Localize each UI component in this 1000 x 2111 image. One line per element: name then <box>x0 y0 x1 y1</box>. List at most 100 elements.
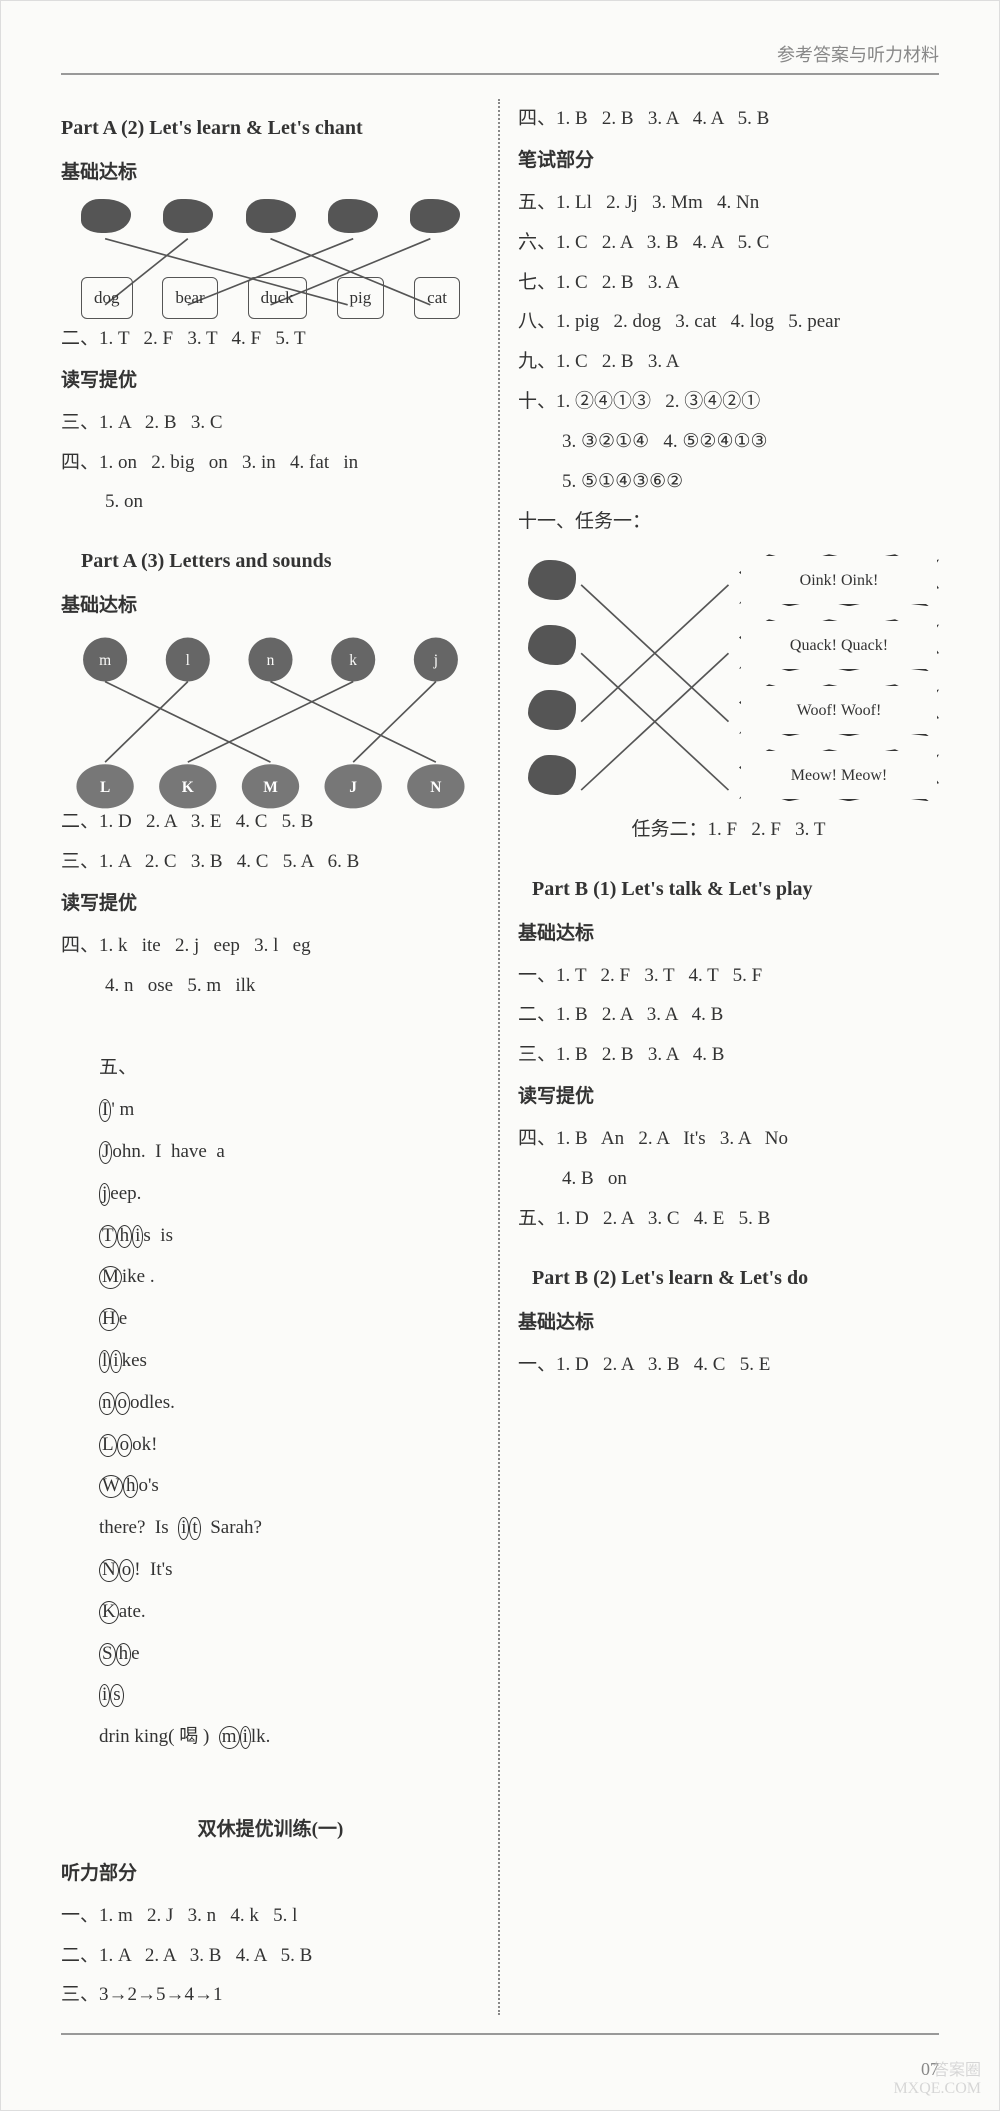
circled-letter: l <box>99 1350 110 1373</box>
answer-line: 四、1. B An 2. A It's 3. A No <box>518 1119 939 1159</box>
jichu-label: 基础达标 <box>61 586 480 626</box>
jichu-label: 基础达标 <box>518 914 939 954</box>
circled-letter: H <box>99 1308 119 1331</box>
answer-line: 四、1. k ite 2. j eep 3. l eg <box>61 926 480 966</box>
answer-line: 五、1. Ll 2. Jj 3. Mm 4. Nn <box>518 183 939 223</box>
circled-letter: s <box>110 1684 123 1707</box>
circled-letter: M <box>99 1266 122 1289</box>
answer-line: 八、1. pig 2. dog 3. cat 4. log 5. pear <box>518 302 939 342</box>
answer-line: 三、3→2→5→4→1 <box>61 1975 480 2015</box>
q5-label: 五、 <box>99 1057 137 1078</box>
answer-line: 4. B on <box>518 1159 939 1199</box>
animal-sound-diagram: Oink! Oink! Quack! Quack! Woof! Woof! Me… <box>518 548 939 808</box>
ls-top-letter: k <box>349 652 357 669</box>
circled-letter: L <box>99 1434 117 1457</box>
answer-line: 一、1. D 2. A 3. B 4. C 5. E <box>518 1345 939 1385</box>
sound-bubble: Quack! Quack! <box>739 619 939 671</box>
circled-letter: T <box>99 1225 117 1248</box>
answer-line: 二、1. A 2. A 3. B 4. A 5. B <box>61 1936 480 1976</box>
circled-letter: J <box>99 1141 112 1164</box>
circled-letter: i <box>99 1684 110 1707</box>
circled-letter: K <box>99 1601 119 1624</box>
watermark-cn: 答案圈 <box>893 2056 981 2080</box>
ls-top-letter: m <box>99 652 111 669</box>
answer-line: 五、1. D 2. A 3. C 4. E 5. B <box>518 1199 939 1239</box>
word-box: pig <box>337 277 385 319</box>
match-diagram-a2: dog bear duck pig cat <box>61 199 480 319</box>
part-b1-title: Part B (1) Let's talk & Let's play <box>518 868 939 910</box>
sound-bubble: Woof! Woof! <box>739 684 939 736</box>
answer-line: 七、1. C 2. B 3. A <box>518 263 939 303</box>
answer-line: 3. ③②①④ 4. ⑤②④①③ <box>518 422 939 462</box>
answer-line: 十、1. ②④①③ 2. ③④②① <box>518 382 939 422</box>
duxie-label: 读写提优 <box>518 1077 939 1117</box>
bishi-label: 笔试部分 <box>518 141 939 181</box>
sound-bubble: Meow! Meow! <box>739 749 939 801</box>
ls-bot-letter: J <box>349 779 357 796</box>
watermark: 答案圈 MXQE.COM <box>893 2056 981 2098</box>
duxie-label: 读写提优 <box>61 361 480 401</box>
sound-bubbles-col: Oink! Oink! Quack! Quack! Woof! Woof! Me… <box>739 548 939 808</box>
circled-letter: j <box>99 1183 110 1206</box>
circled-letter: N <box>99 1559 119 1582</box>
sound-bubble: Oink! Oink! <box>739 554 939 606</box>
match-bottom-row: dog bear duck pig cat <box>81 277 460 319</box>
part-b2-title: Part B (2) Let's learn & Let's do <box>518 1257 939 1299</box>
circled-letter: I <box>99 1099 111 1122</box>
shuangxiu-title: 双休提优训练(一) <box>61 1810 480 1850</box>
left-column: Part A (2) Let's learn & Let's chant 基础达… <box>61 99 500 2015</box>
ls-bot-letter: M <box>263 779 278 796</box>
answer-line: 一、1. m 2. J 3. n 4. k 5. l <box>61 1896 480 1936</box>
answer-line: 4. n ose 5. m ilk <box>61 966 480 1006</box>
circled-letter: h <box>116 1643 132 1666</box>
ls-top-letter: l <box>186 652 190 669</box>
ls-svg: m l n k j <box>61 632 480 819</box>
answer-line: 三、1. B 2. B 3. A 4. B <box>518 1035 939 1075</box>
right-column: 四、1. B 2. B 3. A 4. A 5. B 笔试部分 五、1. Ll … <box>500 99 939 2015</box>
answer-line: 三、1. A 2. C 3. B 4. C 5. A 6. B <box>61 842 480 882</box>
circled-letter: W <box>99 1475 123 1498</box>
circled-letter: o <box>117 1434 133 1457</box>
paragraph-five: 五、 I' m John. I have a jeep. This is Mik… <box>61 1006 480 1800</box>
ls-bot-letter: L <box>100 779 110 796</box>
circled-letter: h <box>123 1475 139 1498</box>
task1-label: 十一、任务一： <box>518 502 939 542</box>
circled-letter: o <box>115 1392 131 1415</box>
circled-letter: i <box>240 1726 251 1749</box>
footer-rule <box>61 2033 939 2035</box>
circled-letter: S <box>99 1643 116 1666</box>
running-header: 参考答案与听力材料 <box>61 41 939 75</box>
jichu-label: 基础达标 <box>518 1303 939 1343</box>
circled-letter: m <box>219 1726 240 1749</box>
answer-line: 三、1. A 2. B 3. C <box>61 403 480 443</box>
ls-top-letter: j <box>433 652 438 669</box>
answer-line: 5. on <box>61 482 480 522</box>
circled-letter: o <box>119 1559 135 1582</box>
word-box: dog <box>81 277 133 319</box>
answer-line: 一、1. T 2. F 3. T 4. T 5. F <box>518 956 939 996</box>
watermark-url: MXQE.COM <box>893 2080 981 2098</box>
page-number: 07 <box>61 2059 939 2080</box>
circled-letter: i <box>132 1225 143 1248</box>
word-box: duck <box>248 277 307 319</box>
circled-letter: n <box>99 1392 115 1415</box>
circled-letter: t <box>189 1517 200 1540</box>
tingli-label: 听力部分 <box>61 1854 480 1894</box>
ls-bot-letter: K <box>182 779 194 796</box>
answer-line: 九、1. C 2. B 3. A <box>518 342 939 382</box>
part-a2-title: Part A (2) Let's learn & Let's chant <box>61 107 480 149</box>
ls-bot-letter: N <box>430 779 441 796</box>
word-box: cat <box>414 277 460 319</box>
word-box: bear <box>162 277 217 319</box>
jichu-label: 基础达标 <box>61 153 480 193</box>
answer-line: 二、1. B 2. A 3. A 4. B <box>518 995 939 1035</box>
answer-line: 四、1. B 2. B 3. A 4. A 5. B <box>518 99 939 139</box>
duxie-label: 读写提优 <box>61 884 480 924</box>
two-column-layout: Part A (2) Let's learn & Let's chant 基础达… <box>61 99 939 2015</box>
answer-line: 5. ⑤①④③⑥② <box>518 462 939 502</box>
ls-top-letter: n <box>267 652 275 669</box>
circled-letter: i <box>178 1517 189 1540</box>
part-a3-title: Part A (3) Letters and sounds <box>61 540 480 582</box>
circled-letter: i <box>110 1350 121 1373</box>
letters-sounds-diagram: m l n k j <box>61 632 480 802</box>
